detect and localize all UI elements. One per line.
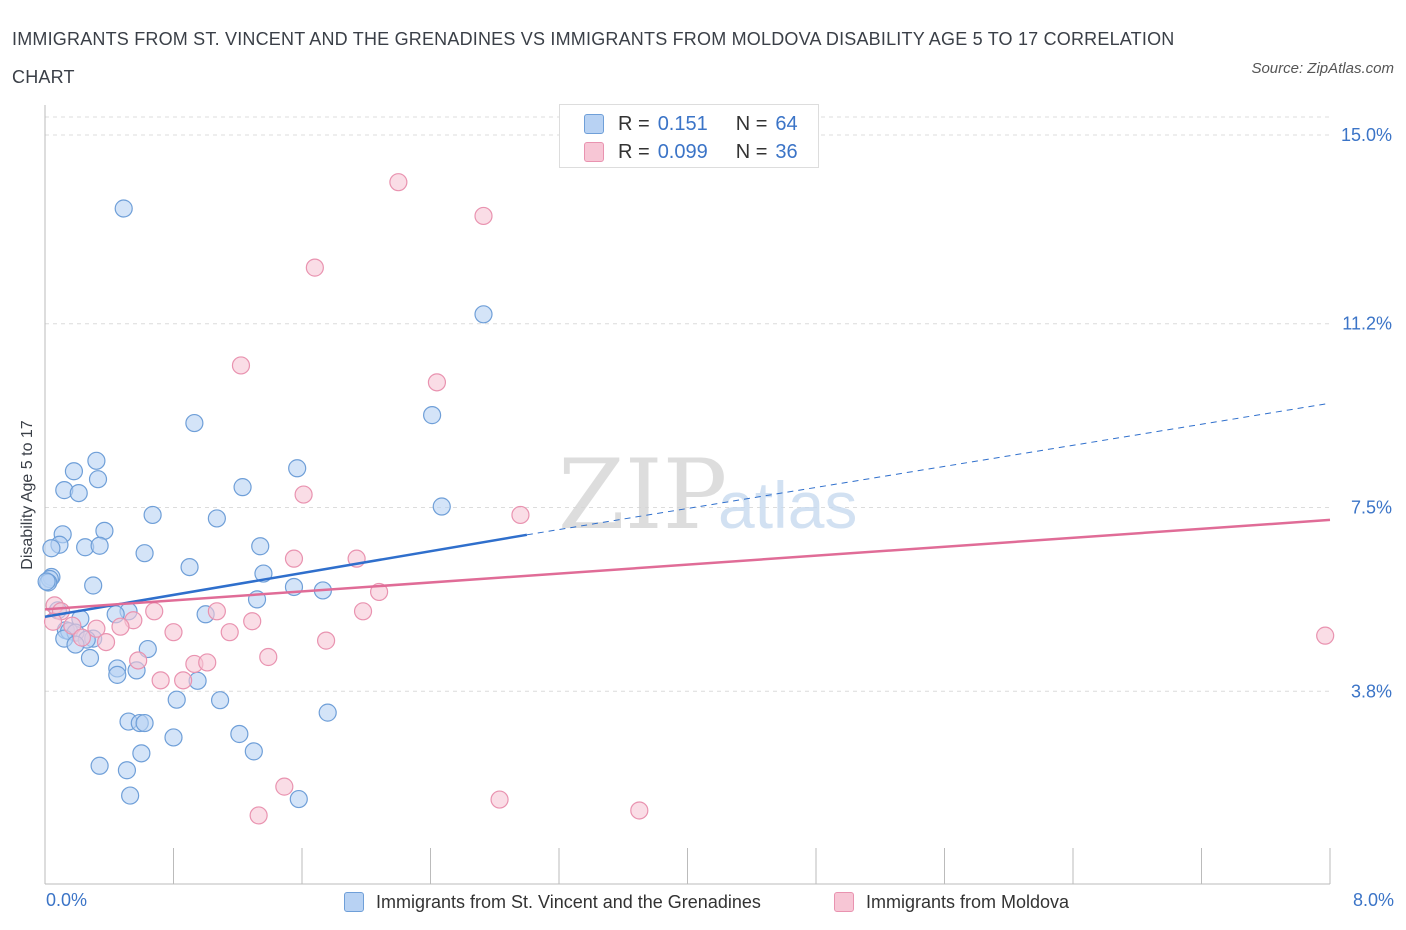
point-st-vincent (135, 544, 154, 563)
point-st-vincent (37, 572, 56, 591)
legend-item-moldova: Immigrants from Moldova (834, 888, 1069, 916)
point-st-vincent (244, 742, 263, 761)
point-moldova (389, 173, 408, 192)
point-st-vincent (88, 470, 108, 489)
point-moldova (630, 801, 649, 820)
chart-title: IMMIGRANTS FROM ST. VINCENT AND THE GREN… (12, 29, 1175, 87)
stats-row-blue: R = 0.151 N = 64 (584, 111, 798, 137)
n-value: 64 (775, 112, 798, 135)
point-moldova (511, 505, 530, 525)
point-st-vincent (64, 462, 84, 481)
point-moldova (474, 206, 493, 226)
point-st-vincent (423, 406, 442, 425)
y-tick-label: 15.0% (1341, 125, 1392, 145)
stats-row-pink: R = 0.099 N = 36 (584, 139, 798, 165)
point-st-vincent (251, 537, 270, 556)
point-moldova (294, 485, 313, 504)
point-st-vincent (164, 728, 183, 747)
point-moldova (174, 671, 193, 690)
r-label: R = (618, 112, 650, 135)
point-moldova (427, 373, 447, 392)
n-label: N = (735, 112, 768, 135)
r-value: 0.099 (657, 140, 708, 163)
legend-swatch-blue (344, 892, 364, 912)
point-st-vincent (318, 703, 337, 722)
point-st-vincent (80, 648, 100, 668)
point-st-vincent (167, 690, 186, 709)
point-st-vincent (108, 665, 127, 684)
point-st-vincent (121, 786, 140, 805)
n-value: 36 (775, 140, 798, 163)
point-st-vincent (114, 199, 133, 218)
blue-swatch (584, 114, 604, 134)
point-st-vincent (474, 305, 493, 324)
y-tick-label: 11.2% (1342, 314, 1392, 334)
point-st-vincent (42, 539, 61, 558)
point-st-vincent (117, 761, 137, 780)
point-moldova (207, 602, 226, 621)
n-label: N = (735, 140, 768, 163)
watermark-zip: ZIP (558, 439, 727, 551)
point-moldova (151, 671, 170, 690)
point-st-vincent (185, 413, 204, 433)
point-moldova (164, 623, 183, 642)
legend-item-st-vincent: Immigrants from St. Vincent and the Gren… (344, 888, 761, 916)
point-moldova (231, 356, 251, 375)
point-st-vincent (233, 478, 252, 497)
point-st-vincent (87, 451, 106, 470)
watermark-atlas: atlas (718, 468, 857, 542)
legend-swatch-pink (834, 892, 854, 912)
point-moldova (284, 549, 304, 568)
point-moldova (243, 612, 262, 631)
point-moldova (87, 619, 106, 638)
pink-swatch (584, 142, 604, 162)
point-moldova (198, 653, 217, 672)
point-moldova (259, 647, 278, 667)
point-st-vincent (432, 497, 451, 516)
point-st-vincent (288, 459, 307, 478)
point-moldova (129, 651, 148, 670)
y-tick-label: 7.5% (1351, 498, 1392, 518)
point-moldova (370, 582, 389, 602)
point-moldova (490, 790, 509, 809)
point-moldova (353, 602, 373, 621)
point-st-vincent (84, 576, 103, 595)
source-label: Source: ZipAtlas.com (1251, 60, 1394, 77)
point-st-vincent (135, 713, 154, 733)
point-st-vincent (90, 756, 109, 775)
point-moldova (96, 632, 116, 652)
trendline-moldova (44, 518, 1331, 611)
x-tick-label-max: 8.0% (1352, 890, 1394, 910)
point-st-vincent (132, 744, 151, 763)
r-value: 0.151 (657, 112, 708, 135)
point-moldova (1316, 626, 1335, 645)
point-moldova (72, 628, 92, 647)
point-st-vincent (210, 691, 230, 710)
legend-label-moldova: Immigrants from Moldova (866, 891, 1070, 912)
stats-legend: R = 0.151 N = 64 R = 0.099 N = 36 (559, 104, 819, 168)
r-label: R = (618, 140, 650, 163)
point-moldova (111, 617, 130, 636)
legend-label-st-vincent: Immigrants from St. Vincent and the Gren… (376, 891, 761, 912)
point-st-vincent (207, 509, 226, 528)
point-moldova (220, 623, 239, 642)
trendline-st-vincent-extension (526, 402, 1331, 536)
x-tick-label-min: 0.0% (46, 890, 88, 910)
point-st-vincent (289, 789, 308, 809)
point-st-vincent (143, 505, 162, 525)
point-moldova (63, 616, 82, 635)
point-moldova (316, 631, 336, 650)
y-tick-label: 3.8% (1351, 681, 1392, 701)
point-st-vincent (180, 557, 199, 577)
point-st-vincent (230, 724, 249, 744)
point-st-vincent (90, 536, 109, 555)
point-st-vincent (69, 483, 88, 503)
point-moldova (43, 612, 63, 631)
point-moldova (275, 777, 294, 796)
point-moldova (145, 602, 164, 621)
point-moldova (249, 806, 268, 825)
point-moldova (305, 258, 324, 277)
